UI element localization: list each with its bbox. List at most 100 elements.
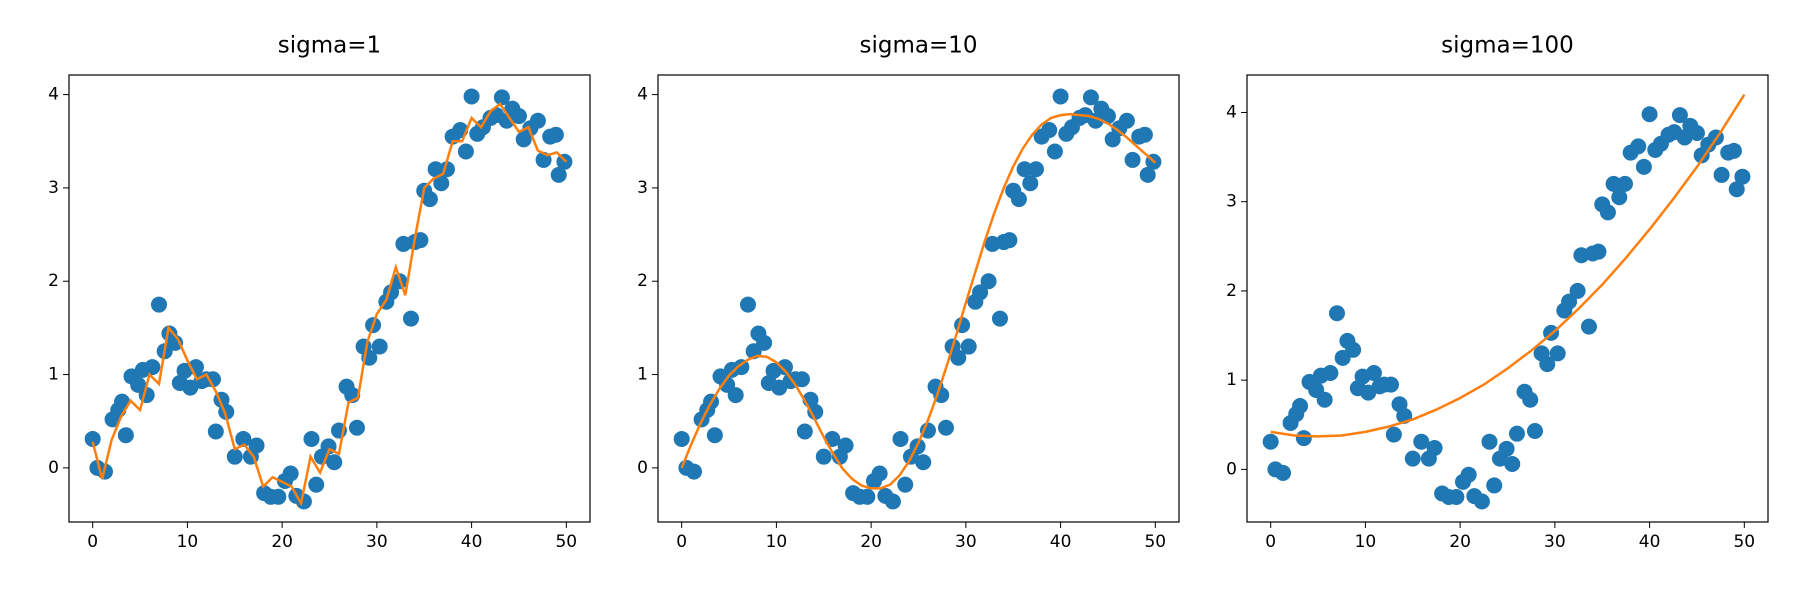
scatter-point — [892, 430, 909, 447]
scatter-point — [1688, 124, 1705, 141]
scatter-point — [1041, 122, 1058, 139]
scatter-point — [1136, 126, 1153, 143]
scatter-point — [733, 359, 750, 376]
scatter-point — [1734, 168, 1751, 185]
scatter-point — [457, 143, 474, 160]
axes-frame — [1246, 74, 1769, 523]
scatter-point — [1539, 356, 1556, 373]
fit-line — [1270, 93, 1746, 438]
scatter-point — [1001, 232, 1018, 249]
scatter-point — [1728, 181, 1745, 198]
scatter-point — [117, 427, 134, 444]
y-tick-label: 4 — [48, 85, 59, 105]
scatter-point — [980, 273, 997, 290]
scatter-point — [421, 191, 438, 208]
scatter-point — [1630, 138, 1647, 155]
scatter-point — [226, 448, 243, 465]
scatter-point — [1292, 398, 1309, 415]
x-tick-label: 10 — [177, 532, 199, 552]
scatter-point — [1365, 365, 1382, 381]
scatter-point — [529, 112, 546, 129]
y-tick-label: 4 — [1226, 102, 1237, 122]
scatter-point — [1508, 425, 1525, 442]
scatter-point — [706, 427, 723, 444]
scatter-point — [1082, 89, 1099, 106]
subplot: sigma=10 0 10 20 30 40 50 0 1 2 3 4 — [637, 33, 1180, 552]
y-tick-label: 2 — [1226, 281, 1237, 301]
scatter-point — [510, 108, 527, 125]
scatter-point — [295, 493, 312, 510]
scatter-point — [348, 419, 365, 436]
scatter-point — [463, 88, 480, 105]
scatter-point — [1605, 175, 1622, 192]
scatter-point — [685, 463, 702, 480]
scatter-point — [1262, 433, 1279, 450]
scatter-point — [807, 403, 824, 420]
x-tick-label: 40 — [461, 532, 483, 552]
scatter-point — [84, 430, 101, 447]
x-tick-label: 50 — [555, 532, 577, 552]
scatter-point — [1046, 143, 1063, 160]
scatter-point — [727, 387, 744, 404]
scatter-point — [1016, 161, 1033, 178]
scatter-point — [371, 338, 388, 355]
y-tick-label: 3 — [637, 178, 648, 198]
scatter-point — [1010, 191, 1027, 208]
y-tick-label: 4 — [637, 85, 648, 105]
x-tick-label: 20 — [1449, 532, 1471, 552]
axes-frame — [657, 74, 1180, 523]
x-tick-label: 0 — [1265, 532, 1276, 552]
x-tick-label: 10 — [766, 532, 788, 552]
scatter-point — [1345, 341, 1362, 358]
y-tick-label: 0 — [1226, 459, 1237, 479]
scatter-point — [1486, 477, 1503, 494]
x-tick-label: 30 — [955, 532, 977, 552]
scatter-point — [950, 349, 967, 366]
scatter-point — [1448, 489, 1465, 506]
scatter-point — [235, 430, 252, 447]
x-tick-label: 50 — [1144, 532, 1166, 552]
scatter-point — [498, 112, 515, 129]
scatter-point — [1549, 345, 1566, 362]
x-tick-label: 40 — [1639, 532, 1661, 552]
scatter-point — [493, 89, 510, 106]
x-tick-label: 20 — [271, 532, 293, 552]
scatter-point — [884, 493, 901, 510]
scatter-point — [1635, 158, 1652, 175]
y-tick-label: 2 — [48, 271, 59, 291]
scatter-point — [1328, 305, 1345, 322]
scatter-point — [114, 393, 131, 410]
scatter-point — [1481, 433, 1498, 450]
scatter-point — [837, 437, 854, 454]
scatter-point — [1671, 107, 1688, 124]
x-tick-label: 0 — [87, 532, 98, 552]
scatter-point — [673, 430, 690, 447]
scatter-point — [859, 488, 876, 505]
x-tick-label: 50 — [1733, 532, 1755, 552]
x-tick-label: 10 — [1355, 532, 1377, 552]
scatter-point — [1611, 189, 1628, 206]
scatter-point — [960, 338, 977, 355]
scatter-point — [1118, 112, 1135, 129]
scatter-point — [915, 454, 932, 471]
scatter-point — [871, 465, 888, 482]
y-tick-label: 1 — [48, 365, 59, 385]
scatter-point — [204, 371, 221, 388]
y-tick-label: 0 — [48, 458, 59, 478]
fit-line — [680, 112, 1157, 490]
scatter-point — [556, 153, 573, 170]
scatter-point — [796, 423, 813, 440]
scatter-point — [1522, 391, 1539, 408]
scatter-point — [1580, 318, 1597, 335]
y-tick-label: 0 — [637, 458, 648, 478]
scatter-point — [991, 310, 1008, 327]
scatter-point — [1139, 166, 1156, 183]
scatter-point — [1295, 430, 1312, 447]
scatter-point — [1052, 88, 1069, 105]
scatter-point — [1561, 293, 1578, 310]
scatter-point — [1460, 466, 1477, 483]
scatter-point — [150, 296, 167, 313]
scatter-point — [326, 454, 343, 471]
scatter-point — [1385, 426, 1402, 443]
axes-frame — [68, 74, 591, 523]
